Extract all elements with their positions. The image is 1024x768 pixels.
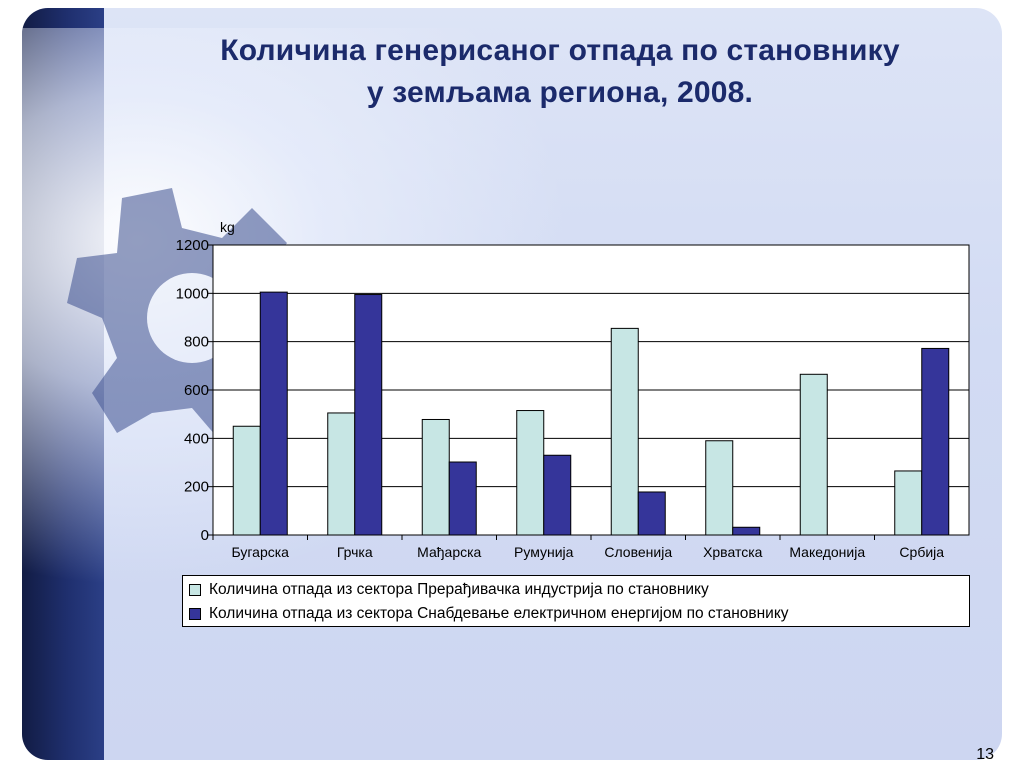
bars (232, 291, 950, 536)
bar-series-2 (448, 461, 477, 536)
page-number: 13 (976, 746, 994, 763)
y-axis-unit-label: kg (220, 219, 235, 235)
y-tick-label: 1200 (176, 237, 209, 254)
bar-series-1 (610, 327, 639, 536)
legend-swatch-processing (189, 584, 201, 596)
x-tick-label: Србија (899, 544, 944, 560)
x-tick-label: Хрватска (703, 544, 763, 560)
slide-title: Количина генерисаног отпада по становник… (160, 30, 960, 114)
bar-series-1 (799, 373, 828, 536)
x-tick-label: Македонија (789, 544, 865, 560)
y-tick-label: 1000 (176, 285, 209, 302)
bar-series-2 (354, 294, 383, 536)
bar-series-1 (705, 440, 734, 536)
y-tick-label: 200 (184, 479, 209, 496)
legend-item-energy: Количина отпада из сектора Снабдевање ел… (189, 602, 969, 626)
x-tick-label: Румунија (514, 544, 574, 560)
bar-series-1 (421, 418, 450, 536)
bar-series-2 (259, 291, 288, 536)
x-tick-label: Грчка (337, 544, 373, 560)
bar-series-1 (327, 412, 356, 536)
x-tick-label: Словенија (604, 544, 672, 560)
bar-series-2 (921, 347, 950, 536)
legend-swatch-energy (189, 608, 201, 620)
slide-title-line-1: Количина генерисаног отпада по становник… (220, 34, 900, 67)
y-tick-label: 600 (184, 382, 209, 399)
bar-series-1 (516, 410, 545, 536)
y-tick-label: 800 (184, 334, 209, 351)
y-axis-ticks: 0 200 400 600 800 1000 1200 (176, 237, 213, 544)
slide-title-line-2: у земљама региона, 2008. (366, 76, 754, 109)
legend-label-processing: Количина отпада из сектора Прерађивачка … (209, 581, 709, 598)
x-tick-label: Мађарска (417, 544, 481, 560)
y-tick-label: 400 (184, 430, 209, 447)
x-axis-ticks: Бугарска Грчка Мађарска Румунија Словенија Хр… (212, 535, 944, 560)
bar-series-1 (232, 425, 261, 536)
bar-series-2 (732, 526, 761, 536)
y-tick-label: 0 (201, 527, 209, 544)
bar-series-2 (543, 454, 572, 536)
bar-series-1 (894, 470, 923, 536)
bar-series-2 (637, 491, 666, 536)
legend-label-energy: Количина отпада из сектора Снабдевање ел… (209, 605, 789, 622)
chart-legend: Количина отпада из сектора Прерађивачка … (182, 575, 970, 627)
legend-item-processing: Количина отпада из сектора Прерађивачка … (189, 578, 969, 602)
x-tick-label: Бугарска (232, 544, 290, 560)
